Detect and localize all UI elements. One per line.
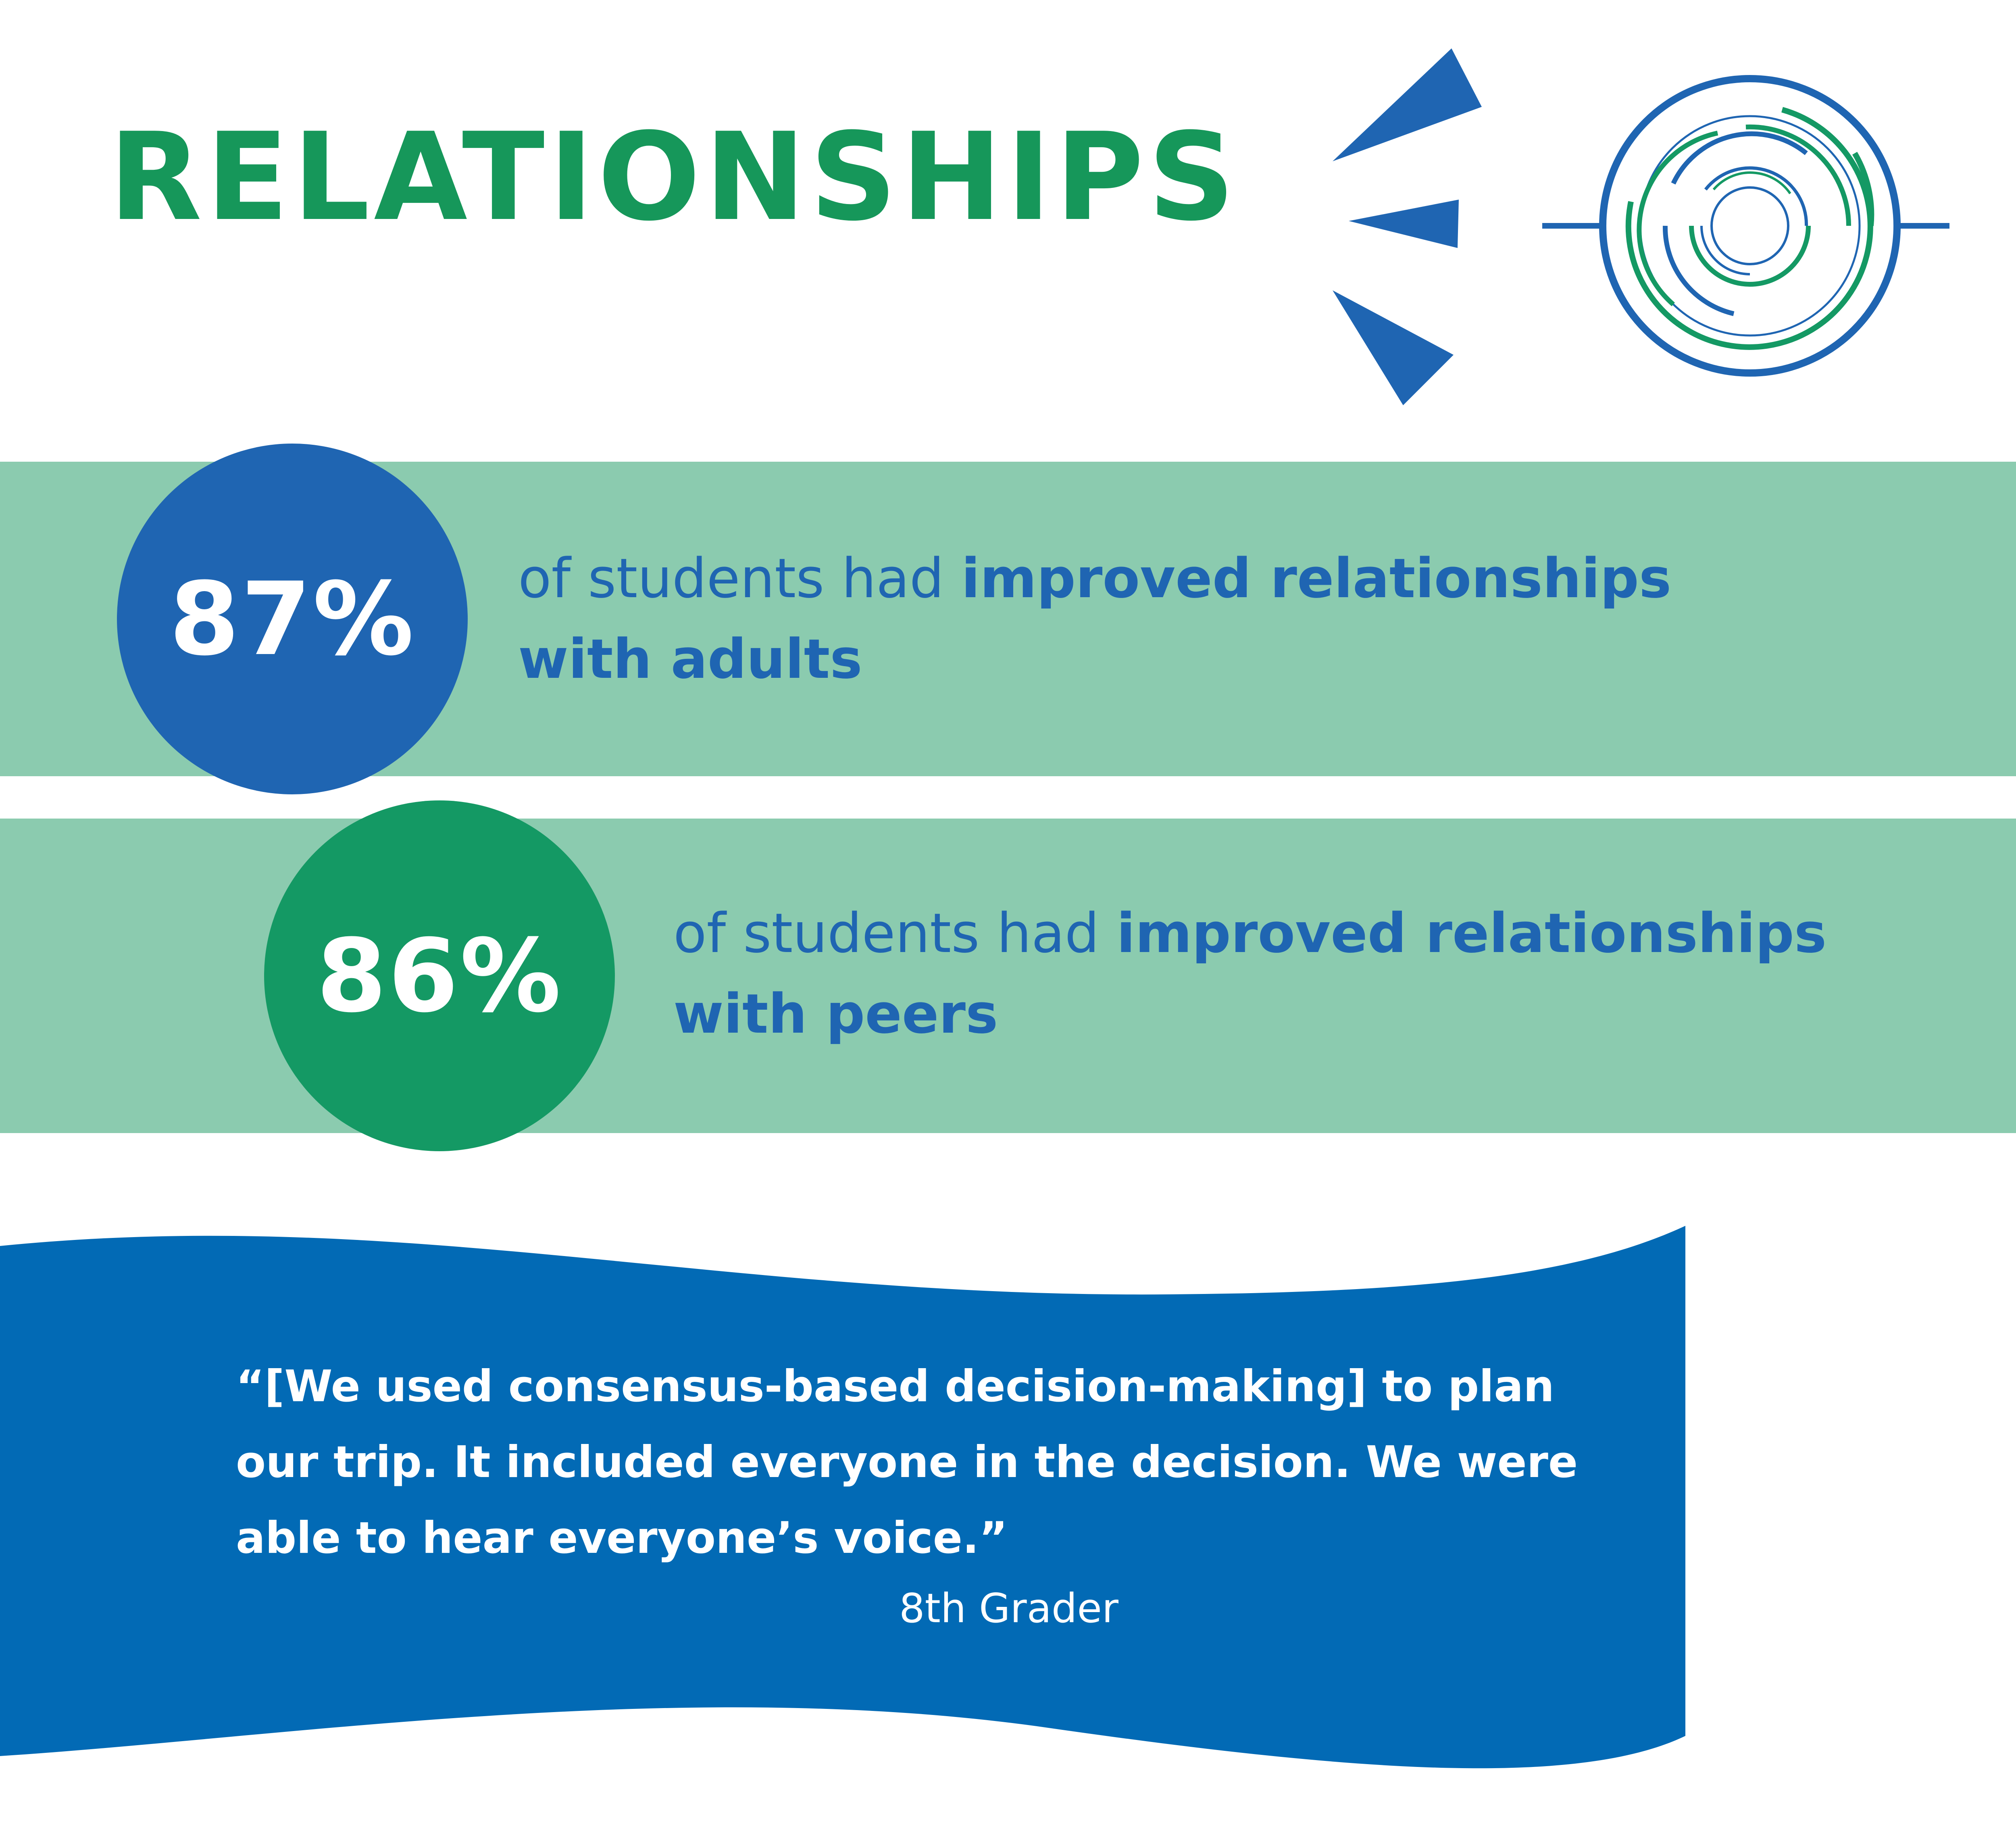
quote-banner [0,1226,1685,1769]
stat-circle-adults: 87% [117,444,468,794]
header-decoration [1333,48,1949,405]
quote-attribution: 8th Grader [899,1585,1118,1632]
stat-text-adults: of students had improved relationships w… [518,538,1671,700]
page-title: RELATIONSHIPS [109,107,1239,248]
stat-value-peers: 86% [316,917,563,1035]
stat-circle-peers: 86% [264,800,615,1151]
quote-text: “[We used consensus-based decision-makin… [236,1361,1578,1563]
stat-text-bold: improved relationships [961,547,1672,610]
target-rings-icon [1542,75,1949,377]
stat-text-regular: of students had [518,547,962,610]
stat-value-adults: 87% [169,560,416,678]
stat-text-regular: of students had [673,902,1117,965]
stat-text-bold: with adults [518,627,862,691]
burst-rays-icon [1333,48,1482,405]
stat-text-peers: of students had improved relationships w… [673,893,1826,1054]
stat-text-bold: improved relationships [1116,902,1827,965]
stat-text-bold: with peers [673,982,998,1046]
